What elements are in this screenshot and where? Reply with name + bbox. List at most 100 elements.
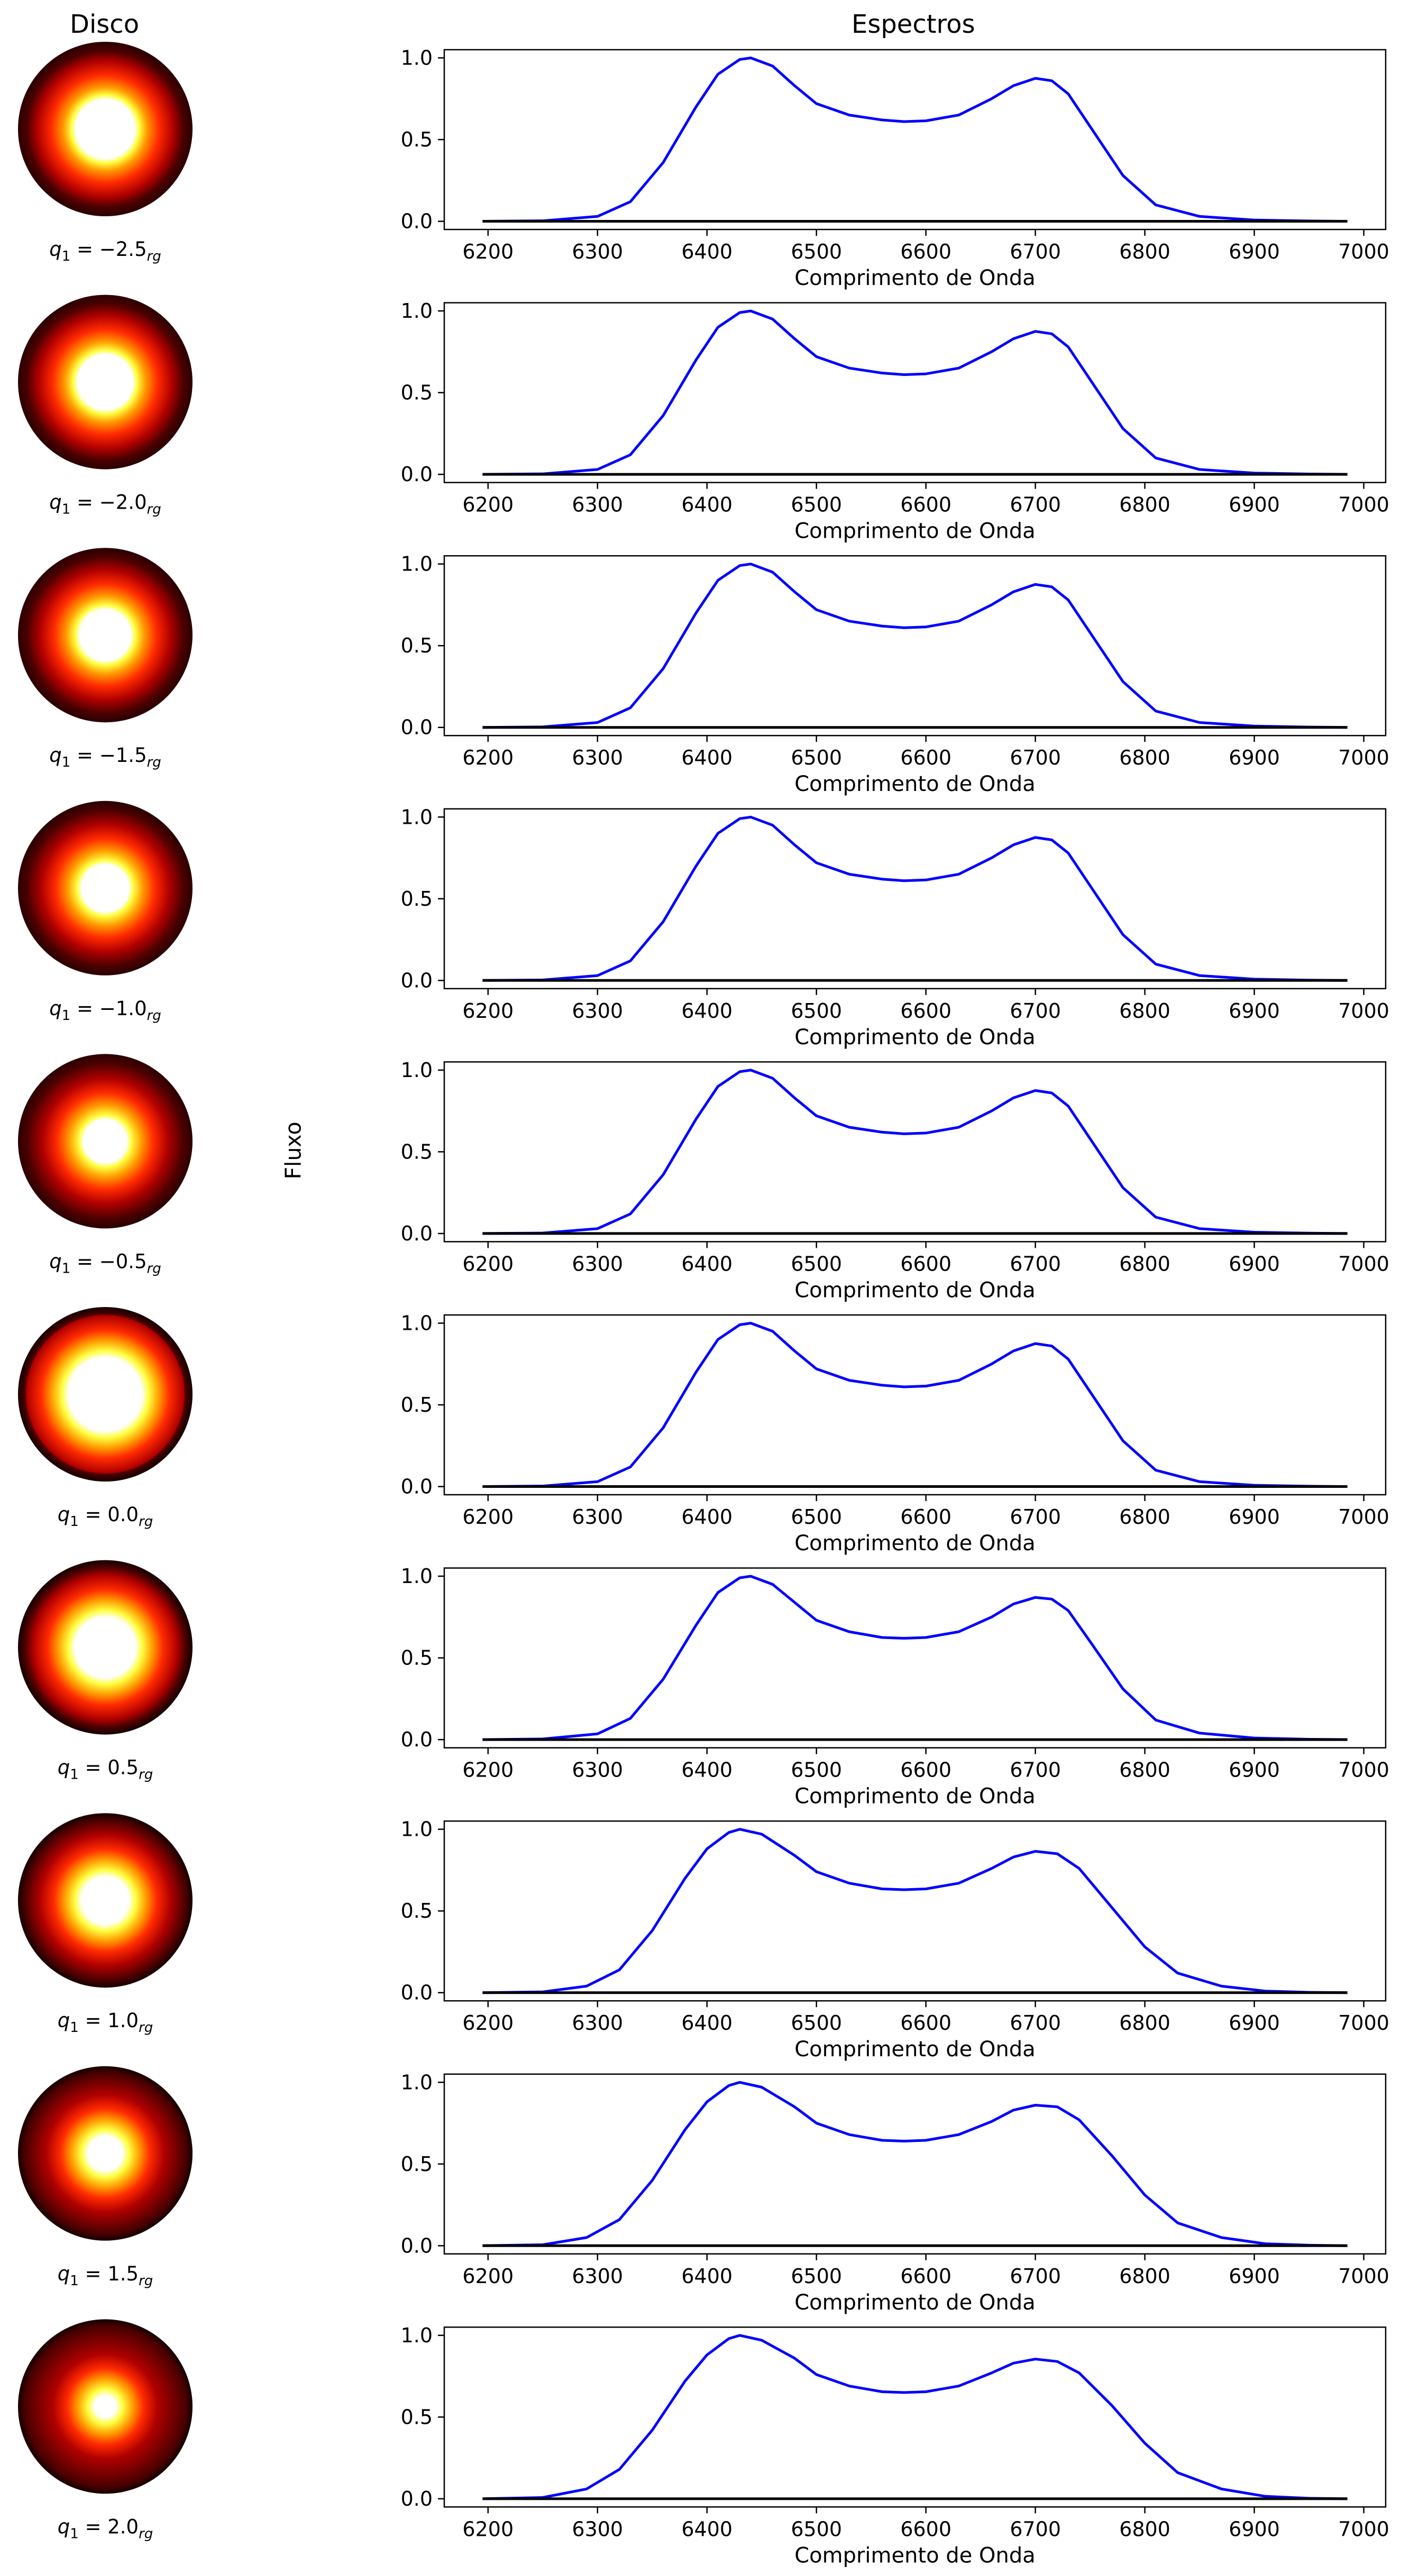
x-tick-label: 6800	[1119, 493, 1170, 517]
x-tick-label: 6400	[681, 999, 732, 1023]
x-tick-label: 7000	[1338, 2011, 1389, 2035]
x-tick-label: 6700	[1010, 2265, 1061, 2288]
x-tick-label: 6600	[900, 999, 951, 1023]
x-tick-label: 6300	[572, 2517, 623, 2541]
x-tick-label: 6900	[1229, 1759, 1280, 1782]
panel-7: q1 = 0.5rg 6200 6300 6400 6500 6600 6700 6800 69…	[18, 1560, 1389, 1809]
x-tick-label: 6600	[900, 746, 951, 769]
y-tick-label: 0.5	[401, 381, 433, 404]
y-tick-label: 0.0	[401, 1222, 433, 1245]
x-tick-label: 6600	[900, 1759, 951, 1782]
x-tick-label: 6200	[462, 240, 514, 263]
x-tick-label: 6300	[572, 2011, 623, 2035]
disk-label: q1 = −2.0rg	[49, 491, 161, 518]
x-tick-label: 6900	[1229, 1252, 1280, 1275]
x-tick-label: 6400	[681, 493, 732, 517]
x-axis-label: Comprimento de Onda	[794, 519, 1036, 544]
x-tick-label: 6200	[462, 1759, 514, 1782]
x-tick-label: 6800	[1119, 2517, 1170, 2541]
x-tick-label: 6500	[791, 493, 842, 517]
y-tick-label: 1.0	[401, 299, 433, 323]
disk-image	[18, 801, 193, 976]
panel-2: q1 = −2.0rg 6200 6300 6400 6500 6600 6700 6800 6…	[18, 295, 1389, 544]
y-tick-label: 0.5	[401, 1140, 433, 1163]
x-tick-label: 6300	[572, 493, 623, 517]
x-axis-label: Comprimento de Onda	[794, 2543, 1036, 2568]
axes-frame	[443, 1061, 1387, 1243]
axes-frame	[443, 2073, 1387, 2255]
disk-label: q1 = 1.5rg	[58, 2262, 153, 2289]
axes-frame	[443, 2326, 1387, 2508]
spectrum-line	[482, 2334, 1348, 2500]
axes-frame	[443, 1820, 1387, 2002]
x-axis-label: Comprimento de Onda	[794, 1784, 1036, 1809]
spectrum-line	[482, 563, 1348, 729]
disk-label: q1 = 1.0rg	[58, 2009, 153, 2036]
y-tick-label: 0.5	[401, 1899, 433, 1922]
x-tick-label: 7000	[1338, 493, 1389, 517]
x-tick-label: 6800	[1119, 999, 1170, 1023]
x-tick-label: 6500	[791, 1759, 842, 1782]
spectrum-line	[482, 1322, 1348, 1488]
y-tick-label: 0.0	[401, 716, 433, 739]
x-tick-label: 6400	[681, 1505, 732, 1529]
panel-8: q1 = 1.0rg 6200 6300 6400 6500 6600 6700 6800 69…	[18, 1813, 1389, 2062]
y-tick-label: 1.0	[401, 46, 433, 69]
disk-image	[18, 1813, 193, 1988]
x-tick-label: 6800	[1119, 2265, 1170, 2288]
x-tick-label: 6800	[1119, 240, 1170, 263]
x-axis-label: Comprimento de Onda	[794, 1531, 1036, 1556]
x-tick-label: 6900	[1229, 2011, 1280, 2035]
x-tick-label: 6800	[1119, 1505, 1170, 1529]
x-tick-label: 6500	[791, 2517, 842, 2541]
spectrum-line	[482, 815, 1348, 982]
x-tick-label: 6900	[1229, 1505, 1280, 1529]
x-tick-label: 7000	[1338, 999, 1389, 1023]
panel-1: q1 = −2.5rg 6200 6300 6400 6500 6600 6700 6800 6…	[18, 42, 1389, 290]
y-tick-label: 1.0	[401, 1059, 433, 1082]
x-tick-label: 6400	[681, 2265, 732, 2288]
spectrum-line	[482, 1828, 1348, 1994]
y-tick-label: 0.0	[401, 2234, 433, 2257]
x-tick-label: 6700	[1010, 240, 1061, 263]
x-tick-label: 6200	[462, 999, 514, 1023]
x-tick-label: 7000	[1338, 2265, 1389, 2288]
y-tick-label: 0.5	[401, 128, 433, 151]
x-tick-label: 6500	[791, 746, 842, 769]
x-axis-label: Comprimento de Onda	[794, 1278, 1036, 1302]
x-tick-label: 6800	[1119, 1759, 1170, 1782]
x-tick-label: 6400	[681, 2011, 732, 2035]
x-tick-label: 6700	[1010, 999, 1061, 1023]
x-axis-label: Comprimento de Onda	[794, 772, 1036, 796]
y-tick-label: 1.0	[401, 2071, 433, 2094]
x-tick-label: 6600	[900, 1252, 951, 1275]
x-tick-label: 6300	[572, 999, 623, 1023]
x-tick-label: 6800	[1119, 2011, 1170, 2035]
x-axis-label: Comprimento de Onda	[794, 2037, 1036, 2062]
axes-frame	[443, 49, 1387, 231]
spectra-column-title: Espectros	[851, 10, 975, 39]
axes-frame	[443, 302, 1387, 483]
x-tick-label: 6700	[1010, 1759, 1061, 1782]
disk-label: q1 = −0.5rg	[49, 1250, 161, 1276]
x-tick-label: 7000	[1338, 240, 1389, 263]
y-tick-label: 0.0	[401, 1981, 433, 2004]
x-tick-label: 6900	[1229, 999, 1280, 1023]
y-tick-label: 0.5	[401, 1393, 433, 1416]
x-tick-label: 6700	[1010, 746, 1061, 769]
x-tick-label: 6400	[681, 240, 732, 263]
axes-frame	[443, 808, 1387, 990]
x-tick-label: 7000	[1338, 1505, 1389, 1529]
spectrum-line	[482, 2081, 1348, 2247]
panel-5: q1 = −0.5rg 6200 6300 6400 6500 6600 6700 6800 6…	[18, 1054, 1389, 1302]
disk-image	[18, 1307, 193, 1482]
y-tick-label: 0.0	[401, 463, 433, 486]
disk-image	[18, 1560, 193, 1735]
x-tick-label: 6300	[572, 1505, 623, 1529]
y-tick-label: 0.0	[401, 210, 433, 233]
x-tick-label: 6400	[681, 1759, 732, 1782]
x-tick-label: 6200	[462, 1505, 514, 1529]
y-tick-label: 1.0	[401, 805, 433, 829]
disk-image	[18, 2319, 193, 2494]
